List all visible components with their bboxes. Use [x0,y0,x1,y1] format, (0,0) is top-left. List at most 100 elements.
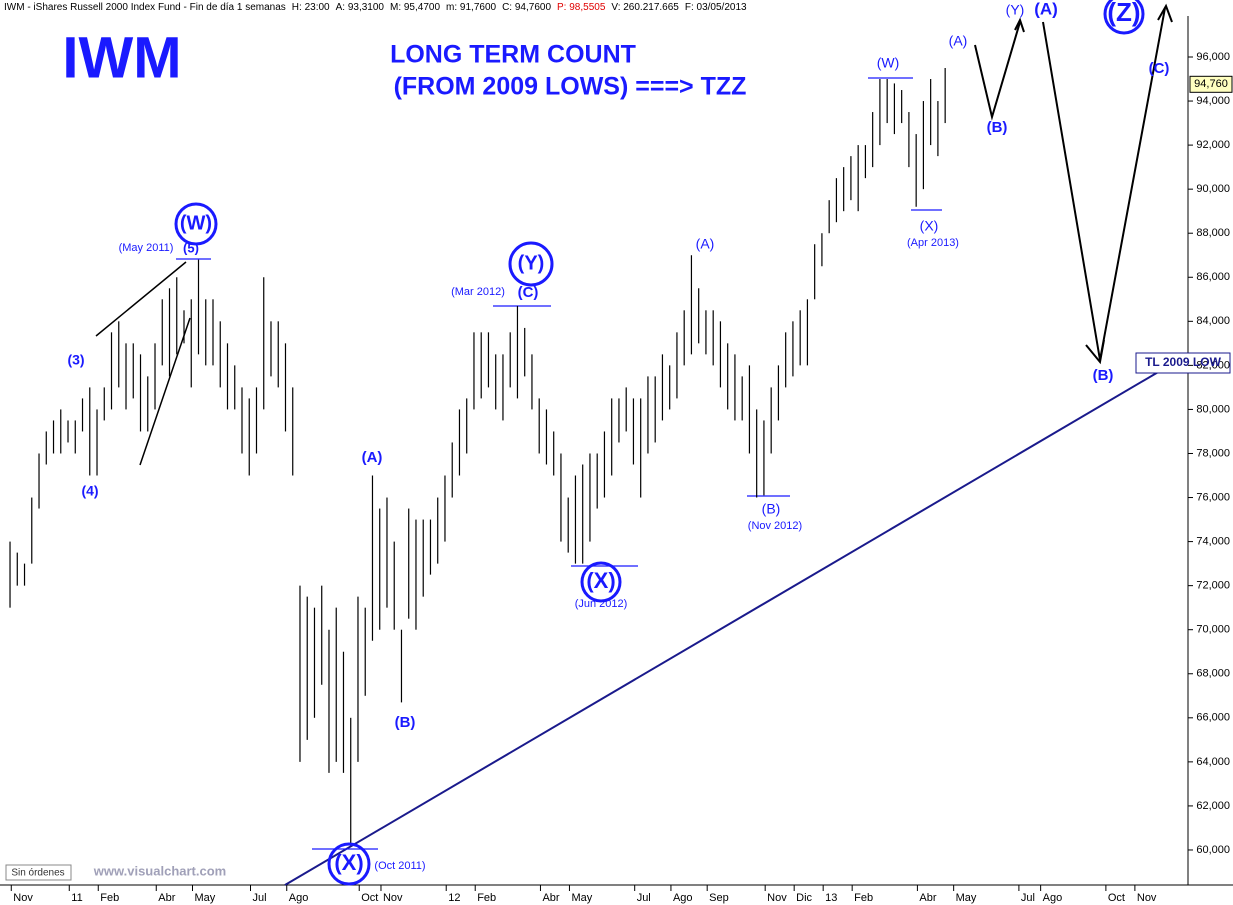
annotation: IWM [62,25,181,90]
annotation: (B) [762,501,781,517]
x-tick-label: Nov [767,892,787,904]
y-tick-label: 96,000 [1196,51,1230,63]
y-tick-label: 72,000 [1196,580,1230,592]
header-item: A: 93,3100 [335,2,384,13]
y-tick-label: 88,000 [1196,227,1230,239]
x-tick-label: Jul [1021,892,1035,904]
annotation-circle [327,842,371,886]
header-item: H: 23:00 [291,2,330,13]
annotation: (Apr 2013) [907,237,959,249]
annotation: (C) [518,284,539,301]
header-item: m: 91,7600 [446,2,497,13]
y-tick-label: 76,000 [1196,491,1230,503]
y-tick-label: 84,000 [1196,315,1230,327]
x-tick-label: 12 [448,892,460,904]
y-tick-label: 90,000 [1196,183,1230,195]
y-tick-label: 92,000 [1196,139,1230,151]
x-tick-label: Abr [158,892,175,904]
annotation: www.visualchart.com [93,863,226,878]
annotation: (B) [987,119,1008,136]
tl-label-box [1135,352,1231,374]
annotation: (5) [183,240,199,255]
annotation: (A) [696,236,715,252]
y-tick-label: 86,000 [1196,271,1230,283]
annotation: (FROM 2009 LOWS) ===> TZZ [394,73,747,101]
annotation: (Y) [518,252,545,274]
annotation: (3) [67,352,84,368]
header-item: M: 95,4700 [389,2,441,13]
annotation: (Oct 2011) [374,860,425,872]
annotation: (B) [1093,367,1114,384]
annotation: (X) [586,568,615,593]
x-tick-label: Feb [854,892,873,904]
annotation: (Mar 2012) [451,286,505,298]
x-tick-label: Nov [383,892,403,904]
y-tick-label: 60,000 [1196,844,1230,856]
x-tick-label: Sep [709,892,729,904]
x-tick-label: Oct [1108,892,1125,904]
y-tick-label: 62,000 [1196,800,1230,812]
x-tick-label: Jul [252,892,266,904]
x-tick-label: Nov [13,892,33,904]
annotation: (C) [1149,60,1170,77]
annotation: (X) [920,218,939,234]
x-tick-label: Nov [1137,892,1157,904]
x-tick-label: 13 [825,892,837,904]
last-price-box [1189,75,1233,93]
header-item: IWM - iShares Russell 2000 Index Fund - … [4,2,286,13]
header-item: P: 98,5505 [557,2,606,13]
header-item: V: 260.217.665 [611,2,679,13]
y-tick-label: 78,000 [1196,447,1230,459]
annotation: TL 2009 LOW [1145,355,1221,369]
header-item: F: 03/05/2013 [684,2,747,13]
annotation: (B) [395,714,416,731]
x-tick-label: Dic [796,892,812,904]
x-tick-label: Jul [637,892,651,904]
annotation: (A) [949,33,968,49]
annotation-circle [580,561,622,603]
projection-lines [95,3,1173,466]
annotation: (Y) [1006,2,1025,18]
annotation: (W) [877,55,900,71]
x-tick-label: May [195,892,216,904]
x-tick-label: May [956,892,977,904]
last-price-label: 94,760 [1194,78,1228,90]
annotation: (X) [334,850,363,875]
annotation: (A) [362,449,383,466]
header: IWM - iShares Russell 2000 Index Fund - … [4,2,753,13]
x-tick-label: Ago [673,892,693,904]
annotation-circle [508,241,554,287]
annotation-circle [1103,0,1145,35]
y-tick-label: 74,000 [1196,535,1230,547]
annotation: (Z) [1107,0,1140,27]
trend-line [284,370,1161,886]
x-tick-label: Feb [477,892,496,904]
annotation: Sin órdenes [11,868,64,879]
y-tick-label: 94,000 [1196,95,1230,107]
annotation: (W) [180,212,212,234]
x-tick-label: Ago [289,892,309,904]
y-tick-label: 64,000 [1196,756,1230,768]
x-tick-label: Ago [1043,892,1063,904]
y-tick-label: 80,000 [1196,403,1230,415]
annotation-circle [174,202,218,246]
annotation: (May 2011) [119,242,174,254]
status-box [5,864,72,881]
annotation: (4) [81,483,98,499]
annotation: (Jun 2012) [575,598,628,610]
header-item: C: 94,7600 [502,2,552,13]
annotation: (Nov 2012) [748,520,802,532]
wave-markers [176,77,942,850]
x-tick-label: May [571,892,592,904]
y-tick-label: 68,000 [1196,668,1230,680]
annotation: LONG TERM COUNT [390,41,636,69]
x-tick-label: 11 [71,892,82,904]
x-tick-label: Abr [542,892,559,904]
y-tick-label: 66,000 [1196,712,1230,724]
x-tick-label: Feb [100,892,119,904]
annotation: (A) [1034,0,1058,18]
x-tick-label: Oct [361,892,378,904]
x-tick-label: Abr [919,892,936,904]
